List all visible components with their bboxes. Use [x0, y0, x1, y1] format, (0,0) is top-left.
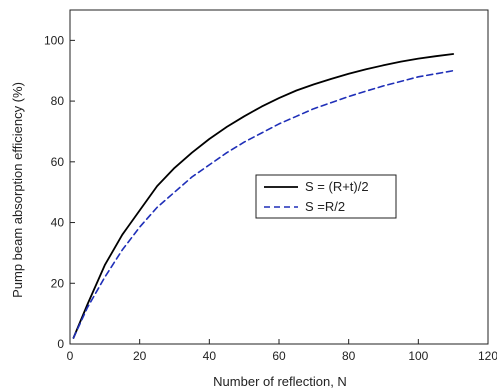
x-tick-label: 20 [133, 349, 147, 363]
y-tick-label: 100 [44, 33, 64, 47]
legend-label-series-2: S =R/2 [305, 199, 345, 214]
series-line-1 [72, 53, 455, 339]
x-tick-label: 0 [67, 349, 74, 363]
y-tick-label: 0 [57, 337, 64, 351]
x-tick-label: 80 [342, 349, 356, 363]
series-line-2 [72, 69, 455, 339]
x-axis-title: Number of reflection, N [213, 374, 347, 389]
y-tick-label: 40 [51, 216, 65, 230]
x-tick-label: 40 [203, 349, 217, 363]
legend-box [255, 174, 397, 219]
y-tick-label: 20 [51, 276, 65, 290]
legend: S = (R+t)/2 S =R/2 [255, 174, 397, 219]
y-axis-title: Pump beam absorption efficiency (%) [10, 82, 25, 298]
x-tick-label: 100 [408, 349, 428, 363]
x-tick-label: 60 [272, 349, 286, 363]
y-tick-label: 80 [51, 94, 65, 108]
x-tick-label: 120 [478, 349, 497, 363]
y-tick-label: 60 [51, 155, 65, 169]
legend-label-series-1: S = (R+t)/2 [305, 179, 369, 194]
